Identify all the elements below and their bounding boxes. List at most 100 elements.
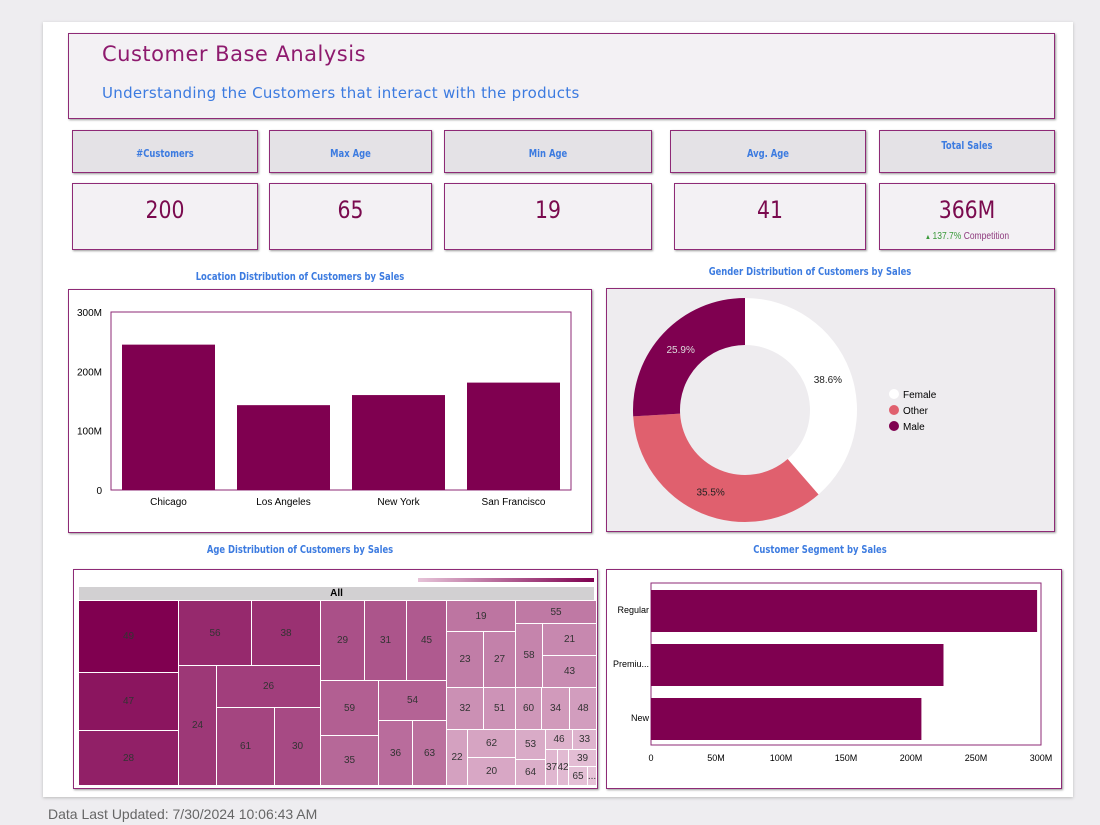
treemap-tile[interactable]: 62 <box>467 729 516 758</box>
treemap-tile[interactable]: 22 <box>446 729 468 786</box>
treemap-tile[interactable]: 60 <box>515 687 542 730</box>
treemap-tile[interactable]: 28 <box>78 730 179 786</box>
bar <box>122 344 215 490</box>
kpi-value: 366M <box>938 196 996 224</box>
treemap-tile[interactable]: 48 <box>569 687 597 730</box>
bar <box>651 644 944 686</box>
treemap-tile[interactable]: 46 <box>545 729 573 750</box>
treemap-tile[interactable]: 59 <box>320 680 379 736</box>
kpi-label: Min Age <box>528 147 568 160</box>
data-last-updated: Data Last Updated: 7/30/2024 10:06:43 AM <box>48 806 318 822</box>
segment-chart-title: Customer Segment by Sales <box>753 543 887 556</box>
y-tick-label: 100M <box>77 427 102 438</box>
slice-label: 35.5% <box>696 488 724 499</box>
treemap-tile[interactable]: 24 <box>178 665 217 786</box>
treemap-tile[interactable]: 30 <box>274 707 321 786</box>
kpi-label: Total Sales <box>941 139 993 152</box>
kpi-value: 19 <box>535 196 561 224</box>
x-tick-label: Los Angeles <box>256 497 311 508</box>
x-tick-label: 200M <box>900 753 923 763</box>
treemap-tile[interactable]: 19 <box>446 600 516 632</box>
kpi-value: 65 <box>337 196 364 224</box>
treemap-tile[interactable]: 65 <box>568 766 588 786</box>
treemap-tile[interactable]: 38 <box>251 600 321 666</box>
treemap-tile[interactable]: 33 <box>572 729 597 750</box>
x-tick-label: 150M <box>835 753 858 763</box>
bar <box>467 382 560 490</box>
treemap-tile[interactable]: 53 <box>515 729 546 760</box>
treemap-tile[interactable]: ... <box>587 766 597 786</box>
y-tick-label: Premiu... <box>613 659 649 669</box>
kpi-value-card: 366M ▲ 137.7% Competition <box>879 183 1055 250</box>
treemap-tile[interactable]: 51 <box>483 687 516 730</box>
treemap-tile[interactable]: 27 <box>483 631 516 688</box>
location-chart-title: Location Distribution of Customers by Sa… <box>195 270 405 283</box>
delta-value: 137.7% <box>932 231 962 242</box>
legend-label: Male <box>903 422 925 433</box>
page-title: Customer Base Analysis <box>102 42 367 66</box>
treemap-tile[interactable]: 64 <box>515 759 546 786</box>
treemap-tile[interactable]: 55 <box>515 600 597 624</box>
x-tick-label: 300M <box>1030 753 1053 763</box>
x-tick-label: 50M <box>707 753 725 763</box>
treemap-tile[interactable]: 34 <box>541 687 570 730</box>
y-tick-label: 200M <box>77 367 102 378</box>
x-tick-label: Chicago <box>150 497 187 508</box>
treemap-tile[interactable]: 23 <box>446 631 484 688</box>
donut-slice <box>633 413 819 522</box>
treemap-tile[interactable]: 58 <box>515 623 543 688</box>
color-scale-legend <box>418 578 594 582</box>
donut-slice <box>745 298 857 495</box>
kpi-delta: ▲ 137.7% Competition <box>893 231 1041 242</box>
treemap-tile[interactable]: 43 <box>542 655 597 688</box>
kpi-label: Max Age <box>330 147 371 160</box>
y-tick-label: 0 <box>96 486 102 497</box>
treemap-tile[interactable]: 35 <box>320 735 379 786</box>
treemap-tile[interactable]: 63 <box>412 720 447 786</box>
kpi-value-card: 65 <box>269 183 432 250</box>
treemap-tile[interactable]: 21 <box>542 623 597 656</box>
treemap-tile[interactable]: 39 <box>568 749 597 767</box>
y-tick-label: New <box>631 713 650 723</box>
treemap-tile[interactable]: 56 <box>178 600 252 666</box>
treemap-tile[interactable]: 47 <box>78 672 179 731</box>
treemap-tile[interactable]: 26 <box>216 665 321 708</box>
legend-swatch <box>889 389 899 399</box>
delta-label: Competition <box>963 231 1010 242</box>
kpi-value-card: 41 <box>674 183 866 250</box>
slice-label: 38.6% <box>814 375 842 386</box>
x-tick-label: 250M <box>965 753 988 763</box>
bar <box>352 395 445 490</box>
treemap-tile[interactable]: 32 <box>446 687 484 730</box>
kpi-label: #Customers <box>136 147 194 160</box>
kpi-value: 41 <box>757 196 783 224</box>
treemap-tile[interactable]: 61 <box>216 707 275 786</box>
kpi-value-card: 19 <box>444 183 652 250</box>
age-treemap: All 49 47 28 56 38 24 26 61 30 29 31 45 59 54 35 36 63 19… <box>73 569 598 789</box>
kpi-label-card: Max Age <box>269 130 432 173</box>
treemap-tile[interactable]: 37 <box>545 749 558 786</box>
treemap-tile[interactable]: 20 <box>467 757 516 786</box>
treemap-tile[interactable]: 49 <box>78 600 179 673</box>
kpi-label: Avg. Age <box>746 147 790 160</box>
treemap-tile[interactable]: 29 <box>320 600 365 681</box>
bar <box>651 590 1038 632</box>
kpi-label-card: Avg. Age <box>670 130 866 173</box>
y-tick-label: 300M <box>77 308 102 319</box>
segment-chart: Regular Premiu... New 0 50M 100M 150M 200M 250M 3… <box>606 569 1062 789</box>
delta-up-icon: ▲ <box>924 234 933 241</box>
slice-label: 25.9% <box>666 345 694 356</box>
location-chart: 0 100M 200M 300M Chicago Los Angeles New York S… <box>68 289 592 533</box>
legend-swatch <box>889 405 899 415</box>
plot-area <box>110 311 572 491</box>
treemap-tile[interactable]: 42 <box>557 749 569 786</box>
header-panel: Customer Base Analysis Understanding the… <box>68 33 1055 119</box>
kpi-value-card: 200 <box>72 183 258 250</box>
treemap-tile[interactable]: 45 <box>406 600 447 681</box>
treemap-tile[interactable]: 36 <box>378 720 413 786</box>
treemap-tile[interactable]: 54 <box>378 680 447 721</box>
treemap-tile[interactable]: 31 <box>364 600 407 681</box>
bar <box>651 698 922 740</box>
legend-swatch <box>889 421 899 431</box>
treemap-root-header[interactable]: All <box>79 587 594 601</box>
